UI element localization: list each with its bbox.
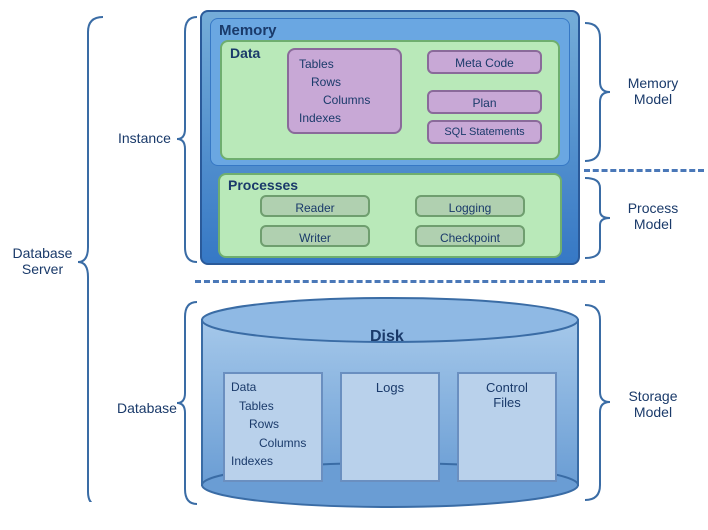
- meta-code-box: Meta Code: [427, 50, 542, 74]
- disk-tables: Tables: [231, 397, 315, 416]
- disk-indexes: Indexes: [231, 452, 315, 471]
- tables-box: Tables Rows Columns Indexes: [287, 48, 402, 134]
- label-memory-model: Memory Model: [618, 75, 688, 107]
- columns-item: Columns: [299, 91, 390, 109]
- disk-rows: Rows: [231, 415, 315, 434]
- brace-instance: [177, 12, 199, 267]
- dash-line-memproc: [584, 169, 704, 172]
- dash-line-middle: [195, 280, 605, 283]
- label-storage-model: Storage Model: [618, 388, 688, 420]
- indexes-item: Indexes: [299, 109, 390, 127]
- label-database: Database: [117, 400, 177, 416]
- writer-box: Writer: [260, 225, 370, 247]
- label-process-model: Process Model: [618, 200, 688, 232]
- rows-item: Rows: [299, 73, 390, 91]
- memory-title: Memory: [211, 19, 569, 42]
- disk-control-panel: Control Files: [457, 372, 557, 482]
- plan-box: Plan: [427, 90, 542, 114]
- brace-process-model: [585, 173, 610, 263]
- reader-box: Reader: [260, 195, 370, 217]
- brace-memory-model: [585, 18, 610, 166]
- brace-database: [177, 297, 199, 509]
- disk-data-panel: Data Tables Rows Columns Indexes: [223, 372, 323, 482]
- sql-box: SQL Statements: [427, 120, 542, 144]
- disk-cols: Columns: [231, 434, 315, 453]
- logging-box: Logging: [415, 195, 525, 217]
- processes-title: Processes: [220, 175, 560, 195]
- disk-data-title: Data: [231, 378, 315, 397]
- label-database-server: Database Server: [5, 245, 80, 277]
- label-instance: Instance: [118, 130, 171, 146]
- disk-logs-panel: Logs: [340, 372, 440, 482]
- checkpoint-box: Checkpoint: [415, 225, 525, 247]
- tables-item: Tables: [299, 55, 390, 73]
- disk-title: Disk: [370, 328, 404, 346]
- brace-database-server: [78, 12, 108, 502]
- brace-storage-model: [585, 300, 610, 505]
